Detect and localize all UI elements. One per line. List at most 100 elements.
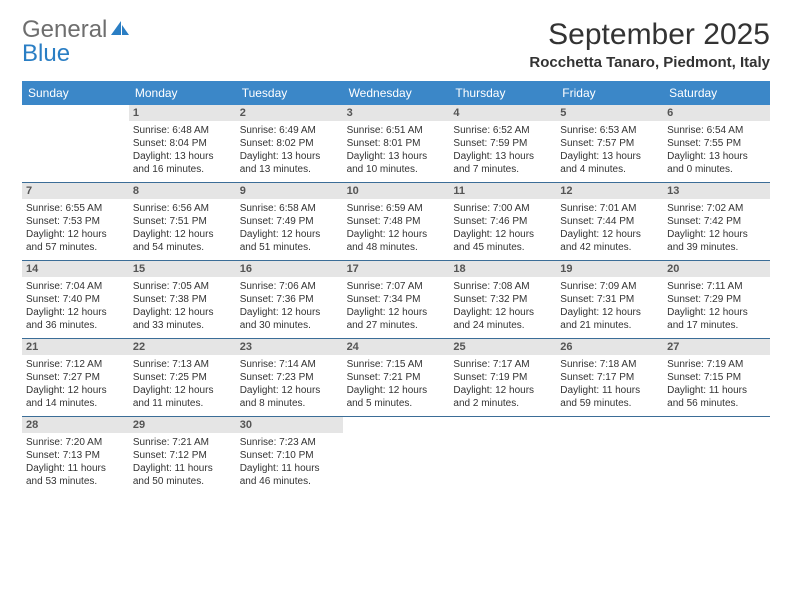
- sunrise-text: Sunrise: 7:08 AM: [453, 280, 552, 293]
- day-info: Sunrise: 7:09 AMSunset: 7:31 PMDaylight:…: [560, 280, 659, 332]
- day-cell: [449, 417, 556, 494]
- sunrise-text: Sunrise: 6:52 AM: [453, 124, 552, 137]
- header: General Blue September 2025 Rocchetta Ta…: [22, 18, 770, 71]
- daylight-text: Daylight: 12 hours and 33 minutes.: [133, 306, 232, 332]
- day-cell: 25Sunrise: 7:17 AMSunset: 7:19 PMDayligh…: [449, 339, 556, 416]
- week-row: 7Sunrise: 6:55 AMSunset: 7:53 PMDaylight…: [22, 183, 770, 261]
- sunrise-text: Sunrise: 6:55 AM: [26, 202, 125, 215]
- sunset-text: Sunset: 7:42 PM: [667, 215, 766, 228]
- sunrise-text: Sunrise: 6:49 AM: [240, 124, 339, 137]
- daylight-text: Daylight: 12 hours and 27 minutes.: [347, 306, 446, 332]
- day-cell: 23 Sunrise: 7:14 AMSunset: 7:23 PMDayligh…: [236, 339, 343, 416]
- daylight-text: Daylight: 12 hours and 39 minutes.: [667, 228, 766, 254]
- day-cell: 4Sunrise: 6:52 AMSunset: 7:59 PMDaylight…: [449, 105, 556, 182]
- day-cell: 19 Sunrise: 7:09 AMSunset: 7:31 PMDayligh…: [556, 261, 663, 338]
- day-info: Sunrise: 7:17 AMSunset: 7:19 PMDaylight:…: [453, 358, 552, 410]
- day-cell: [22, 105, 129, 182]
- day-number: 19: [556, 261, 663, 277]
- day-info: Sunrise: 7:12 AMSunset: 7:27 PMDaylight:…: [26, 358, 125, 410]
- sunrise-text: Sunrise: 6:58 AM: [240, 202, 339, 215]
- day-number: 23: [236, 339, 343, 355]
- sail-icon: [109, 19, 131, 37]
- day-info: Sunrise: 7:21 AMSunset: 7:12 PMDaylight:…: [133, 436, 232, 488]
- week-row: 14Sunrise: 7:04 AMSunset: 7:40 PMDayligh…: [22, 261, 770, 339]
- sunset-text: Sunset: 7:38 PM: [133, 293, 232, 306]
- day-info: Sunrise: 6:58 AMSunset: 7:49 PMDaylight:…: [240, 202, 339, 254]
- day-number: 12: [556, 183, 663, 199]
- week-row: 1Sunrise: 6:48 AMSunset: 8:04 PMDaylight…: [22, 105, 770, 183]
- day-cell: 22 Sunrise: 7:13 AMSunset: 7:25 PMDayligh…: [129, 339, 236, 416]
- dayname-sunday: Sunday: [22, 81, 129, 105]
- sunset-text: Sunset: 7:29 PM: [667, 293, 766, 306]
- daylight-text: Daylight: 12 hours and 30 minutes.: [240, 306, 339, 332]
- sunset-text: Sunset: 7:51 PM: [133, 215, 232, 228]
- day-number: 30: [236, 417, 343, 433]
- day-cell: 26Sunrise: 7:18 AMSunset: 7:17 PMDayligh…: [556, 339, 663, 416]
- sunset-text: Sunset: 7:15 PM: [667, 371, 766, 384]
- daylight-text: Daylight: 12 hours and 24 minutes.: [453, 306, 552, 332]
- day-cell: 2Sunrise: 6:49 AMSunset: 8:02 PMDaylight…: [236, 105, 343, 182]
- logo-word-blue: Blue: [22, 40, 70, 67]
- day-number: 5: [556, 105, 663, 121]
- daylight-text: Daylight: 12 hours and 45 minutes.: [453, 228, 552, 254]
- day-info: Sunrise: 7:20 AMSunset: 7:13 PMDaylight:…: [26, 436, 125, 488]
- day-info: Sunrise: 7:08 AMSunset: 7:32 PMDaylight:…: [453, 280, 552, 332]
- sunset-text: Sunset: 7:31 PM: [560, 293, 659, 306]
- sunrise-text: Sunrise: 7:00 AM: [453, 202, 552, 215]
- day-number: 11: [449, 183, 556, 199]
- dayname-thursday: Thursday: [449, 81, 556, 105]
- week-row: 21Sunrise: 7:12 AMSunset: 7:27 PMDayligh…: [22, 339, 770, 417]
- day-number: 9: [236, 183, 343, 199]
- dayname-monday: Monday: [129, 81, 236, 105]
- daylight-text: Daylight: 12 hours and 21 minutes.: [560, 306, 659, 332]
- day-number: 18: [449, 261, 556, 277]
- sunset-text: Sunset: 7:19 PM: [453, 371, 552, 384]
- day-info: Sunrise: 6:55 AMSunset: 7:53 PMDaylight:…: [26, 202, 125, 254]
- day-info: Sunrise: 6:54 AMSunset: 7:55 PMDaylight:…: [667, 124, 766, 176]
- day-number: 3: [343, 105, 450, 121]
- title-block: September 2025 Rocchetta Tanaro, Piedmon…: [529, 18, 770, 71]
- day-cell: 5 Sunrise: 6:53 AMSunset: 7:57 PMDaylight…: [556, 105, 663, 182]
- day-info: Sunrise: 7:01 AMSunset: 7:44 PMDaylight:…: [560, 202, 659, 254]
- sunset-text: Sunset: 7:32 PM: [453, 293, 552, 306]
- sunrise-text: Sunrise: 7:20 AM: [26, 436, 125, 449]
- sunset-text: Sunset: 7:46 PM: [453, 215, 552, 228]
- sunset-text: Sunset: 7:21 PM: [347, 371, 446, 384]
- day-cell: 8Sunrise: 6:56 AMSunset: 7:51 PMDaylight…: [129, 183, 236, 260]
- sunset-text: Sunset: 7:12 PM: [133, 449, 232, 462]
- sunrise-text: Sunrise: 7:06 AM: [240, 280, 339, 293]
- day-cell: [343, 417, 450, 494]
- day-number: 24: [343, 339, 450, 355]
- day-number: 20: [663, 261, 770, 277]
- day-cell: 12 Sunrise: 7:01 AMSunset: 7:44 PMDayligh…: [556, 183, 663, 260]
- sunrise-text: Sunrise: 6:51 AM: [347, 124, 446, 137]
- day-info: Sunrise: 7:13 AMSunset: 7:25 PMDaylight:…: [133, 358, 232, 410]
- day-number: 8: [129, 183, 236, 199]
- sunrise-text: Sunrise: 6:48 AM: [133, 124, 232, 137]
- sunset-text: Sunset: 7:36 PM: [240, 293, 339, 306]
- day-info: Sunrise: 6:53 AMSunset: 7:57 PMDaylight:…: [560, 124, 659, 176]
- sunrise-text: Sunrise: 7:11 AM: [667, 280, 766, 293]
- logo-word-general: General: [22, 16, 107, 43]
- sunset-text: Sunset: 7:44 PM: [560, 215, 659, 228]
- daylight-text: Daylight: 12 hours and 57 minutes.: [26, 228, 125, 254]
- day-cell: 28Sunrise: 7:20 AMSunset: 7:13 PMDayligh…: [22, 417, 129, 494]
- sunrise-text: Sunrise: 7:14 AM: [240, 358, 339, 371]
- day-cell: 30Sunrise: 7:23 AMSunset: 7:10 PMDayligh…: [236, 417, 343, 494]
- day-number: 22: [129, 339, 236, 355]
- daylight-text: Daylight: 11 hours and 56 minutes.: [667, 384, 766, 410]
- day-info: Sunrise: 7:11 AMSunset: 7:29 PMDaylight:…: [667, 280, 766, 332]
- sunrise-text: Sunrise: 7:23 AM: [240, 436, 339, 449]
- daylight-text: Daylight: 11 hours and 53 minutes.: [26, 462, 125, 488]
- sunrise-text: Sunrise: 6:59 AM: [347, 202, 446, 215]
- daylight-text: Daylight: 13 hours and 13 minutes.: [240, 150, 339, 176]
- day-info: Sunrise: 7:14 AMSunset: 7:23 PMDaylight:…: [240, 358, 339, 410]
- day-cell: 24Sunrise: 7:15 AMSunset: 7:21 PMDayligh…: [343, 339, 450, 416]
- day-info: Sunrise: 7:04 AMSunset: 7:40 PMDaylight:…: [26, 280, 125, 332]
- day-number: 10: [343, 183, 450, 199]
- day-cell: 7Sunrise: 6:55 AMSunset: 7:53 PMDaylight…: [22, 183, 129, 260]
- daylight-text: Daylight: 13 hours and 4 minutes.: [560, 150, 659, 176]
- daylight-text: Daylight: 12 hours and 36 minutes.: [26, 306, 125, 332]
- day-cell: 1Sunrise: 6:48 AMSunset: 8:04 PMDaylight…: [129, 105, 236, 182]
- sunrise-text: Sunrise: 7:13 AM: [133, 358, 232, 371]
